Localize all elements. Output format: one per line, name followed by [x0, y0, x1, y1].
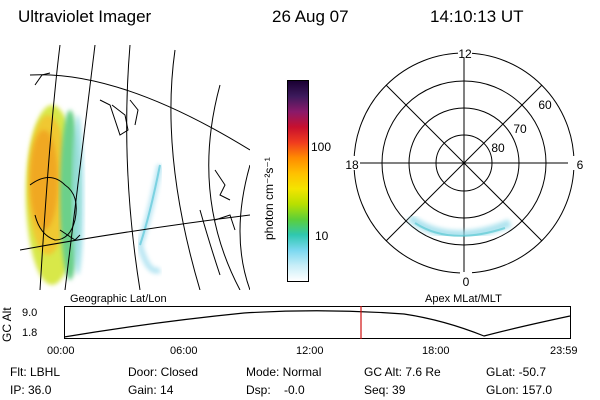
mlt-label-12: 12 [458, 48, 472, 61]
mlt-label-6: 6 [577, 158, 584, 172]
colorbar-tick-100: 100 [311, 140, 332, 154]
status-seq: Seq: 39 [364, 383, 406, 397]
geographic-label: Geographic Lat/Lon [70, 293, 167, 305]
status-filter: Flt: LBHL [10, 365, 61, 379]
status-gain: Gain: 14 [128, 383, 174, 397]
colorbar-unit-label: photon cm⁻²s⁻¹ [262, 157, 276, 240]
altitude-timeline-plot [64, 306, 571, 339]
coastline [29, 72, 236, 276]
time-label: 14:10:13 UT [430, 7, 524, 26]
altitude-curve [64, 310, 571, 338]
alt-ytick-low: 1.8 [22, 327, 38, 339]
lat-label-80: 80 [491, 141, 505, 155]
gc-alt-axis-label: GC Alt [0, 307, 14, 342]
xtick-1800: 18:00 [422, 345, 450, 357]
status-ip: IP: 36.0 [10, 383, 52, 397]
status-glat: GLat: -50.7 [486, 365, 547, 379]
lat-lon-grid [20, 45, 250, 290]
lat-label-60: 60 [538, 98, 552, 112]
xtick-0000: 00:00 [47, 345, 75, 357]
color-scale-bar [287, 80, 309, 282]
status-glon: GLon: 157.0 [486, 383, 553, 397]
xtick-0600: 06:00 [170, 345, 198, 357]
status-door: Door: Closed [128, 365, 199, 379]
mlt-label-0: 0 [463, 275, 470, 288]
status-dsp: Dsp: -0.0 [246, 383, 305, 397]
status-mode: Mode: Normal [246, 365, 322, 379]
apex-label: Apex MLat/MLT [425, 293, 502, 305]
lat-label-70: 70 [513, 122, 527, 136]
xtick-1200: 12:00 [296, 345, 324, 357]
instrument-title: Ultraviolet Imager [18, 7, 152, 26]
date-label: 26 Aug 07 [272, 7, 349, 26]
aurora-emission-region [26, 105, 163, 285]
geographic-map [20, 45, 250, 290]
colorbar-tick-10: 10 [315, 229, 329, 243]
mlt-label-18: 18 [345, 158, 359, 172]
status-gc-alt: GC Alt: 7.6 Re [364, 365, 441, 379]
alt-ytick-high: 9.0 [22, 307, 38, 319]
xtick-2359: 23:59 [550, 345, 578, 357]
polar-mlt-plot: 12 18 6 0 60 70 80 [340, 48, 584, 288]
